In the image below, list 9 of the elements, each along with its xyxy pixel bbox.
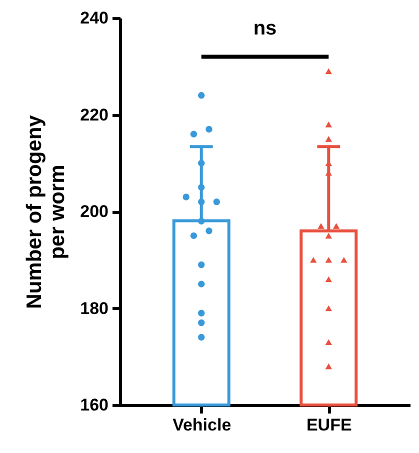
annotation: ns [253,18,277,40]
y-tick-label: 220 [80,105,108,124]
x-tick-label: Vehicle [172,416,232,434]
y-tick-label: 160 [80,396,108,414]
y-tick-label: 240 [80,8,108,28]
y-axis-title: Number of progeny per worm [23,114,70,309]
x-tick-label: EUFE [306,416,352,434]
y-tick-label: 180 [80,298,108,318]
y-tick-label: 200 [80,202,108,221]
